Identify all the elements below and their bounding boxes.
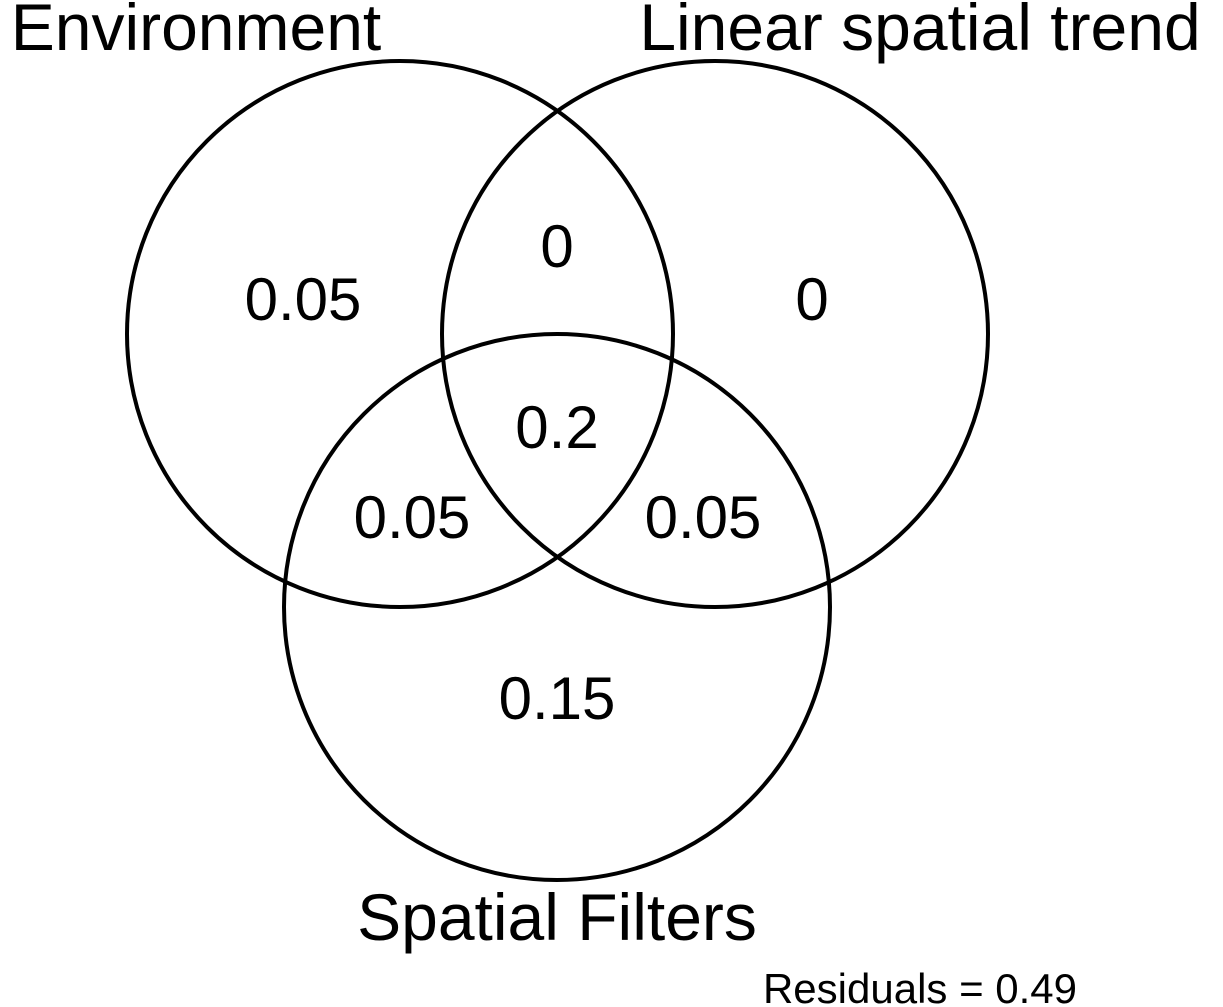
spatial-filters-only-value: 0.15	[499, 665, 616, 732]
spatial-filters-circle	[282, 332, 832, 882]
all-three-overlap-value: 0.2	[515, 394, 598, 461]
linear-trend-spatial-filters-overlap-value: 0.05	[645, 484, 762, 551]
spatial-filters-label: Spatial Filters	[357, 880, 757, 954]
environment-linear-trend-overlap-value: 0	[540, 213, 573, 280]
environment-spatial-filters-overlap-value: 0.05	[354, 484, 471, 551]
environment-only-value: 0.05	[245, 266, 362, 333]
residuals-label: Residuals = 0.49	[763, 965, 1077, 1007]
linear-spatial-trend-circle	[440, 59, 990, 609]
linear-spatial-trend-label: Linear spatial trend	[639, 0, 1200, 64]
linear-trend-only-value: 0	[795, 266, 828, 333]
environment-label: Environment	[11, 0, 382, 64]
environment-circle	[125, 59, 675, 609]
